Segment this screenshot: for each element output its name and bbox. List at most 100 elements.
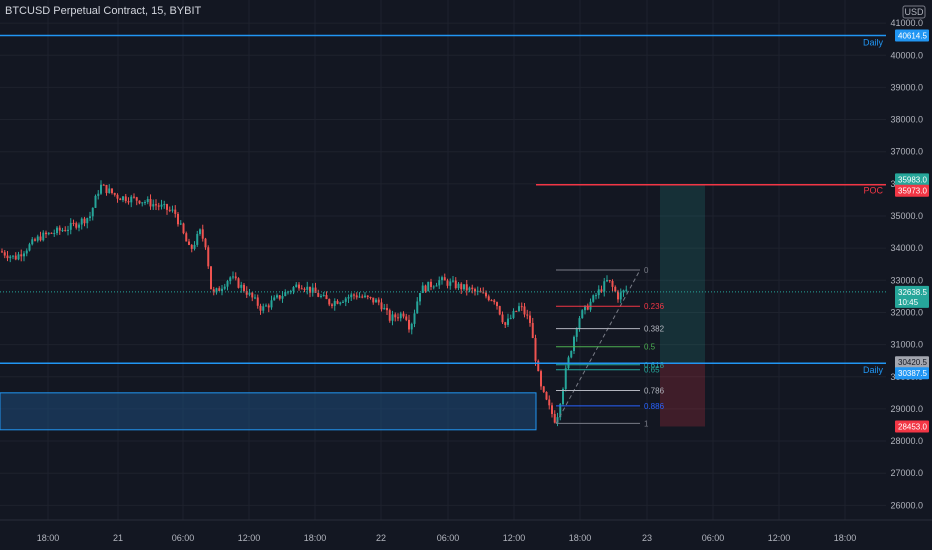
- candle-body: [388, 310, 391, 321]
- candle-body: [201, 229, 204, 239]
- candle-body: [193, 244, 196, 249]
- time-axis[interactable]: 18:00 21 06:00 12:00 18:00 22 06:00 12:00 18:00 2…: [0, 519, 932, 550]
- candle-body: [204, 238, 207, 248]
- candle-body: [171, 209, 174, 211]
- grid-lines: [0, 0, 886, 520]
- candle-body: [405, 316, 408, 320]
- time-axis-label: 06:00: [172, 533, 195, 543]
- candle-body: [39, 236, 42, 241]
- candle-body: [432, 286, 435, 288]
- candle-body: [553, 413, 556, 423]
- candle-body: [595, 295, 597, 297]
- candle-body: [534, 338, 537, 361]
- position-stop-area: [660, 363, 705, 427]
- candle-body: [430, 281, 432, 287]
- candle-body: [61, 230, 64, 232]
- candle-body: [163, 204, 166, 206]
- symbol-legend[interactable]: BTCUSD Perpetual Contract, 15, BYBIT: [5, 5, 201, 17]
- candle-body: [149, 199, 152, 207]
- candle-body: [45, 232, 47, 235]
- fib-level-label: 0.382: [644, 325, 665, 334]
- time-axis-label: 12:00: [503, 533, 526, 543]
- candle-body: [221, 288, 223, 291]
- fib-level-label: 0.65: [644, 366, 660, 375]
- candle-body: [64, 230, 67, 232]
- candle-body: [380, 302, 383, 310]
- candle-body: [223, 286, 226, 289]
- candle-body: [419, 293, 421, 302]
- candle-body: [306, 286, 309, 290]
- candle-body: [487, 296, 490, 301]
- candle-body: [504, 322, 507, 325]
- price-tag: [895, 173, 929, 186]
- candle-body: [58, 227, 61, 231]
- candle-body: [168, 209, 171, 211]
- candle-body: [267, 305, 270, 308]
- price-tag-label: 28453.0: [898, 422, 927, 431]
- price-tag-label: 35973.0: [898, 187, 927, 196]
- candle-body: [350, 294, 353, 298]
- candle-body: [496, 302, 498, 307]
- candle-body: [454, 280, 457, 289]
- candle-body: [449, 281, 452, 286]
- candle-body: [512, 310, 515, 318]
- price-axis-label: 31000.0: [890, 340, 923, 350]
- chart-title: BTCUSD Perpetual Contract, 15, BYBIT: [5, 5, 202, 17]
- candle-body: [562, 388, 564, 405]
- price-axis-label: 29000.0: [890, 404, 923, 414]
- candle-body: [364, 295, 366, 298]
- candle-body: [465, 284, 468, 291]
- candle-body: [199, 229, 201, 234]
- candle-body: [111, 188, 113, 194]
- candle-body: [166, 204, 168, 210]
- fib-level-label: 0.786: [644, 387, 665, 396]
- fib-level-label: 0.236: [644, 302, 665, 311]
- candle-body: [28, 244, 31, 251]
- time-axis-label: 18:00: [304, 533, 327, 543]
- candle-body: [196, 233, 199, 245]
- candle-body: [210, 266, 212, 290]
- candle-body: [427, 281, 430, 292]
- price-tag: [895, 356, 929, 369]
- price-axis[interactable]: 41000.040000.039000.038000.037000.036000…: [886, 0, 932, 550]
- candle-body: [207, 247, 210, 267]
- candle-body: [311, 287, 314, 293]
- candle-body: [586, 305, 589, 310]
- candle-body: [383, 307, 386, 310]
- candle-body: [146, 199, 149, 203]
- price-axis-label: 28000.0: [890, 436, 923, 446]
- candle-body: [355, 295, 358, 298]
- price-axis-label: 27000.0: [890, 468, 923, 478]
- candle-body: [493, 300, 496, 303]
- candle-body: [342, 301, 344, 303]
- price-axis-label: 39000.0: [890, 82, 923, 92]
- candle-body: [3, 252, 6, 256]
- candle-body: [229, 277, 232, 282]
- price-tag-countdown: 10:45: [898, 298, 919, 307]
- candle-body: [485, 292, 487, 297]
- time-axis-label: 06:00: [437, 533, 460, 543]
- price-axis-label: 38000.0: [890, 115, 923, 125]
- candle-body: [614, 286, 617, 292]
- candle-body: [386, 307, 388, 311]
- candle-body: [498, 306, 501, 315]
- candle-body: [619, 292, 622, 300]
- horizontal-lines[interactable]: Daily Daily POC: [0, 34, 886, 376]
- candle-body: [435, 285, 438, 287]
- candle-body: [446, 280, 449, 286]
- candle-body: [9, 256, 12, 259]
- candle-body: [20, 254, 23, 257]
- candle-body: [289, 291, 292, 293]
- candle-body: [377, 299, 380, 303]
- candle-body: [152, 204, 155, 207]
- price-axis-label: 26000.0: [890, 500, 923, 510]
- price-tag-label: 30420.5: [898, 358, 927, 367]
- candle-body: [284, 292, 287, 297]
- time-axis-label: 21: [113, 533, 123, 543]
- long-position-tool[interactable]: [660, 184, 705, 427]
- candle-body: [457, 283, 460, 289]
- candle-body: [102, 184, 105, 186]
- candle-body: [190, 244, 193, 249]
